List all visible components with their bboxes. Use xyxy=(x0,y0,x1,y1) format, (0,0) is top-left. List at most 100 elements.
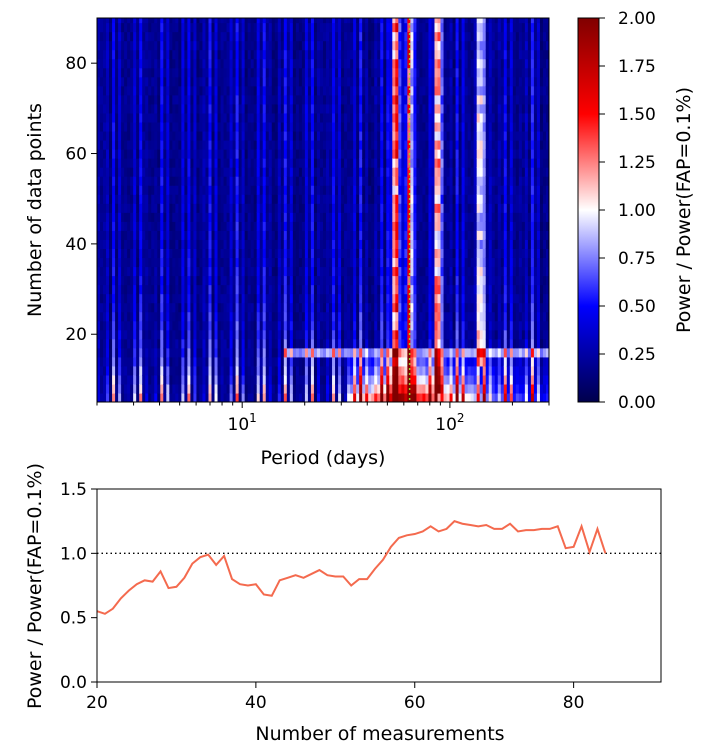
heatmap-cell xyxy=(401,221,405,231)
heatmap-cell xyxy=(226,185,231,195)
heatmap-cell xyxy=(178,338,182,349)
heatmap-cell xyxy=(166,22,170,33)
heatmap-cell xyxy=(268,176,273,186)
heatmap-cell xyxy=(389,257,393,268)
heatmap-cell xyxy=(118,121,122,132)
heatmap-cell xyxy=(335,40,339,51)
heatmap-cell xyxy=(365,203,369,213)
heatmap-cell xyxy=(298,85,303,96)
heatmap-cell xyxy=(148,139,152,150)
heatmap-cell xyxy=(163,329,167,340)
heatmap-cell xyxy=(398,248,402,259)
heatmap-cell xyxy=(389,31,393,42)
heatmap-cell xyxy=(440,392,445,402)
heatmap-cell xyxy=(413,230,418,240)
heatmap-cell xyxy=(404,266,408,277)
heatmap-cell xyxy=(142,67,146,78)
heatmap-cell xyxy=(353,58,357,69)
heatmap-cell xyxy=(440,194,445,204)
heatmap-cell xyxy=(208,158,213,168)
heatmap-cell xyxy=(434,94,439,105)
heatmap-cell xyxy=(154,239,158,249)
heatmap-cell xyxy=(289,257,294,268)
heatmap-cell xyxy=(202,338,207,349)
heatmap-cell xyxy=(310,347,315,358)
heatmap-cell xyxy=(256,185,261,195)
heatmap-cell xyxy=(310,176,315,186)
heatmap-cell xyxy=(214,176,219,186)
heatmap-cell xyxy=(232,275,237,286)
heatmap-cell xyxy=(151,221,155,231)
heatmap-cell xyxy=(229,31,234,42)
heatmap-cell xyxy=(166,176,170,186)
heatmap-cell xyxy=(127,121,131,132)
heatmap-cell xyxy=(307,239,312,249)
heatmap-cell xyxy=(148,22,152,33)
heatmap-cell xyxy=(356,58,360,69)
heatmap-cell xyxy=(410,103,414,114)
heatmap-cell xyxy=(187,320,192,331)
heatmap-cell xyxy=(356,85,360,96)
heatmap-cell xyxy=(395,230,399,240)
heatmap-cell xyxy=(145,158,149,168)
heatmap-cell xyxy=(301,338,306,349)
heatmap-cell xyxy=(235,58,240,69)
heatmap-cell xyxy=(316,121,321,132)
heatmap-cell xyxy=(371,103,375,114)
heatmap-cell xyxy=(295,392,300,402)
heatmap-cell xyxy=(286,374,291,385)
heatmap-cell xyxy=(97,185,101,195)
heatmap-cell xyxy=(410,67,414,78)
heatmap-cell xyxy=(437,94,442,105)
heatmap-cell xyxy=(220,212,225,222)
heatmap-cell xyxy=(443,293,448,304)
heatmap-cell xyxy=(374,194,378,204)
heatmap-cell xyxy=(118,194,122,204)
heatmap-cell xyxy=(118,167,122,177)
heatmap-cell xyxy=(172,212,176,222)
heatmap-cell xyxy=(335,103,339,114)
heatmap-cell xyxy=(259,347,264,358)
heatmap-cell xyxy=(172,49,176,60)
heatmap-cell xyxy=(163,85,167,96)
heatmap-cell xyxy=(440,266,445,277)
heatmap-cell xyxy=(280,67,285,78)
heatmap-cell xyxy=(416,212,421,222)
heatmap-cell xyxy=(256,149,261,159)
heatmap-cell xyxy=(178,311,182,322)
heatmap-cell xyxy=(422,139,427,150)
heatmap-cell xyxy=(193,103,198,114)
heatmap-cell xyxy=(289,85,294,96)
heatmap-cell xyxy=(389,383,393,394)
heatmap-cell xyxy=(235,230,240,240)
heatmap-cell xyxy=(326,365,330,376)
heatmap-cell xyxy=(226,302,231,313)
heatmap-cell xyxy=(310,94,315,105)
heatmap-cell xyxy=(395,266,399,277)
heatmap-cell xyxy=(220,266,225,277)
heatmap-cell xyxy=(416,338,421,349)
heatmap-cell xyxy=(196,356,201,367)
heatmap-cell xyxy=(368,374,372,385)
heatmap-cell xyxy=(329,185,333,195)
heatmap-cell xyxy=(205,167,210,177)
heatmap-cell xyxy=(163,139,167,150)
heatmap-cell xyxy=(229,293,234,304)
heatmap-cell xyxy=(335,58,339,69)
heatmap-cell xyxy=(112,392,116,402)
heatmap-cell xyxy=(395,94,399,105)
heatmap-cell xyxy=(127,356,131,367)
heatmap-cell xyxy=(169,338,173,349)
heatmap-cell xyxy=(112,85,116,96)
heatmap-cell xyxy=(274,67,279,78)
heatmap-cell xyxy=(350,302,354,313)
heatmap-cell xyxy=(307,302,312,313)
heatmap-cell xyxy=(419,130,424,141)
heatmap-cell xyxy=(353,76,357,87)
heatmap-cell xyxy=(404,103,408,114)
heatmap-cell xyxy=(386,18,390,24)
heatmap-cell xyxy=(133,85,137,96)
heatmap-cell xyxy=(133,76,137,87)
heatmap-cell xyxy=(362,94,366,105)
heatmap-cell xyxy=(323,338,327,349)
